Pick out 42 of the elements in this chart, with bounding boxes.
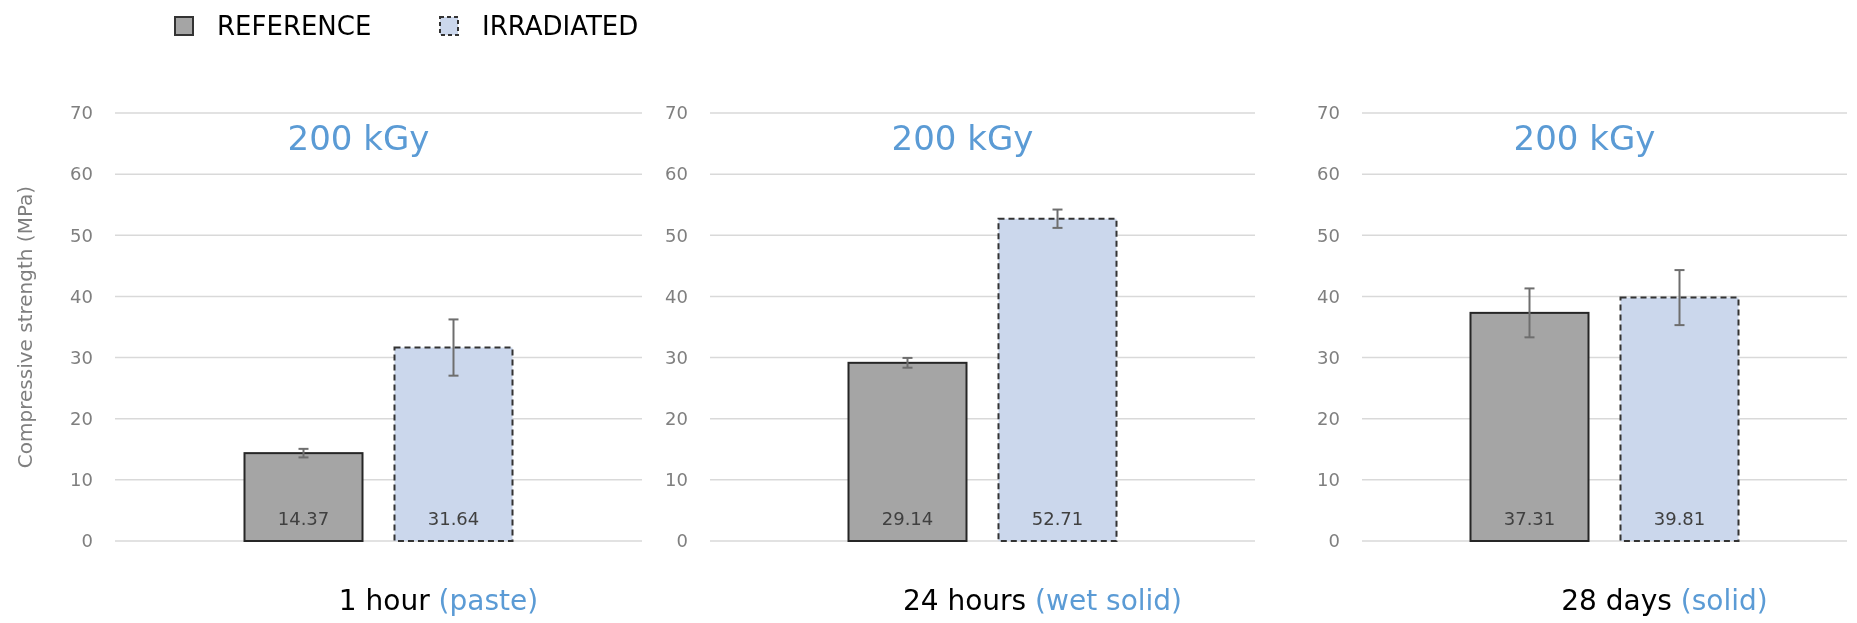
y-tick-label: 40 — [665, 285, 688, 307]
annotation: 200 kGy — [891, 118, 1034, 158]
text: (solid) — [1671, 584, 1768, 617]
data-label: 39.81 — [1653, 508, 1706, 529]
y-tick-label: 40 — [70, 285, 93, 307]
y-tick-label: 30 — [1317, 346, 1340, 368]
data-label: 14.37 — [277, 508, 330, 529]
y-tick-label: 10 — [1317, 469, 1340, 491]
y-tick-label: 60 — [70, 163, 93, 185]
x-axis-title: 28 days — [1561, 584, 1672, 617]
y-tick-label: 50 — [665, 224, 688, 246]
y-tick-label: 30 — [70, 346, 93, 368]
y-tick-label: 10 — [70, 469, 93, 491]
y-axis-title: Compressive strength (MPa) — [13, 185, 37, 469]
y-tick-label: 0 — [676, 530, 688, 552]
data-label: 31.64 — [427, 508, 480, 529]
y-tick-label: 20 — [1317, 408, 1340, 430]
annotation: 200 kGy — [1513, 118, 1656, 158]
y-tick-label: 70 — [1317, 102, 1340, 124]
y-tick-label: 10 — [665, 469, 688, 491]
x-axis-title: 1 hour — [338, 584, 431, 617]
y-tick-label: 70 — [665, 102, 688, 124]
y-tick-label: 0 — [1328, 530, 1340, 552]
y-tick-label: 60 — [665, 163, 688, 185]
data-label: 29.14 — [881, 508, 934, 529]
legend-label: REFERENCE — [217, 11, 372, 42]
x-axis-title: 24 hours — [902, 584, 1027, 617]
annotation: 200 kGy — [287, 118, 430, 158]
y-tick-label: 70 — [70, 102, 93, 124]
y-tick-label: 0 — [81, 530, 93, 552]
y-tick-label: 60 — [1317, 163, 1340, 185]
legend-label: IRRADIATED — [482, 11, 639, 42]
data-label: 37.31 — [1503, 508, 1556, 529]
data-label: 52.71 — [1031, 508, 1084, 529]
text: (paste) — [429, 584, 539, 617]
text: (wet solid) — [1026, 584, 1183, 617]
y-tick-label: 40 — [1317, 285, 1340, 307]
y-tick-label: 30 — [665, 346, 688, 368]
y-tick-label: 20 — [70, 408, 93, 430]
y-tick-label: 20 — [665, 408, 688, 430]
y-tick-label: 50 — [1317, 224, 1340, 246]
y-tick-label: 50 — [70, 224, 93, 246]
